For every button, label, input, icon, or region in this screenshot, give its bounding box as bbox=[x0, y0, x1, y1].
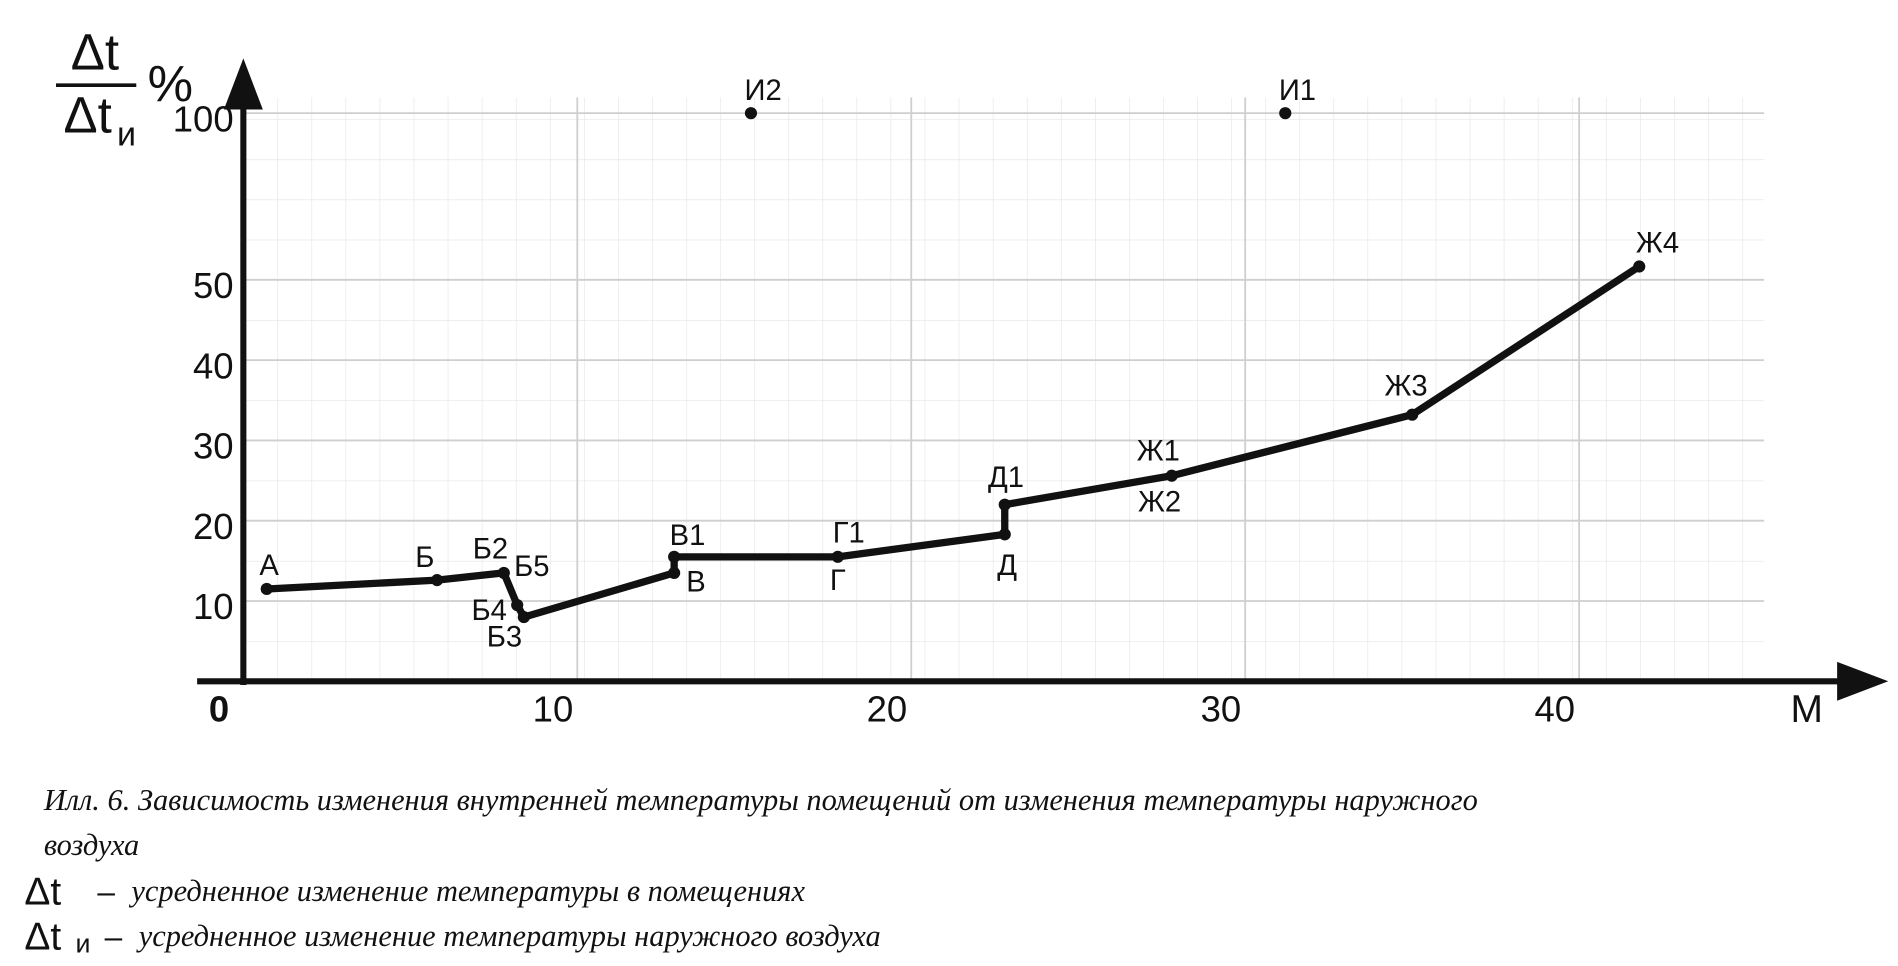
y-tick-label: 100 bbox=[173, 98, 234, 139]
point-label: И1 bbox=[1279, 75, 1316, 107]
x-label: М bbox=[1791, 688, 1823, 731]
point-label: А bbox=[259, 550, 279, 582]
y-tick-label: 50 bbox=[193, 265, 234, 306]
point-label: В bbox=[686, 567, 705, 599]
legend-text: усредненное изменение температуры в поме… bbox=[128, 874, 805, 908]
x-tick-label: 10 bbox=[533, 688, 574, 729]
caption-line: Илл. 6. Зависимость изменения внутренней… bbox=[43, 783, 1478, 817]
point-label: Б bbox=[415, 542, 434, 574]
y-tick-label: 20 bbox=[193, 506, 234, 547]
point-label: Ж2 bbox=[1138, 486, 1181, 518]
point-label: Ж3 bbox=[1384, 371, 1427, 403]
y-tick-label: 10 bbox=[193, 586, 234, 627]
y-tick-label: 30 bbox=[193, 426, 234, 467]
point-label: Б2 bbox=[473, 534, 508, 566]
point bbox=[497, 566, 510, 579]
legend-symbol: Δt bbox=[24, 916, 61, 959]
point-label: Д1 bbox=[988, 462, 1024, 494]
point-label: Г1 bbox=[833, 518, 865, 550]
point bbox=[511, 598, 524, 612]
point bbox=[831, 550, 844, 563]
legend-subscript: и bbox=[75, 928, 90, 958]
point-label: Б3 bbox=[487, 622, 522, 654]
point bbox=[998, 498, 1011, 511]
x-tick-label: 20 bbox=[867, 688, 908, 729]
point-label: Б4 bbox=[472, 595, 507, 627]
point bbox=[668, 550, 681, 563]
point bbox=[1406, 408, 1419, 421]
point-label: В1 bbox=[670, 520, 706, 552]
point bbox=[260, 582, 273, 596]
point-label: Г bbox=[830, 565, 846, 597]
x-tick-label: 0 bbox=[209, 688, 229, 729]
legend-dash: – bbox=[105, 919, 123, 955]
point bbox=[430, 574, 444, 587]
point bbox=[1165, 469, 1178, 482]
point bbox=[744, 107, 758, 120]
point bbox=[1279, 107, 1292, 120]
legend-symbol: Δt bbox=[24, 871, 61, 914]
y-label-numerator: Δt bbox=[71, 23, 119, 80]
point-label: Ж4 bbox=[1636, 227, 1679, 259]
point bbox=[517, 610, 530, 624]
point bbox=[668, 566, 681, 579]
minor-grid bbox=[243, 97, 1765, 682]
x-axis-arrow bbox=[1837, 661, 1889, 701]
legend-text: усредненное изменение температуры наружн… bbox=[136, 919, 881, 953]
point-label: Д bbox=[997, 550, 1017, 582]
x-tick-label: 40 bbox=[1535, 688, 1576, 729]
caption-line: воздуха bbox=[44, 828, 139, 862]
y-label-denominator: Δt bbox=[63, 87, 111, 144]
y-tick-label: 40 bbox=[193, 345, 234, 386]
y-label-subscript: и bbox=[117, 115, 136, 153]
grid bbox=[243, 97, 1765, 682]
y-axis-arrow bbox=[223, 58, 263, 110]
point bbox=[998, 528, 1011, 541]
point-label: Ж1 bbox=[1137, 435, 1180, 467]
x-tick-label: 30 bbox=[1201, 688, 1242, 729]
y-label-unit: % bbox=[148, 55, 193, 112]
point-label: И2 bbox=[745, 75, 782, 107]
point-label: Б5 bbox=[514, 551, 549, 583]
point bbox=[1633, 260, 1646, 273]
legend-dash: – bbox=[97, 874, 115, 910]
